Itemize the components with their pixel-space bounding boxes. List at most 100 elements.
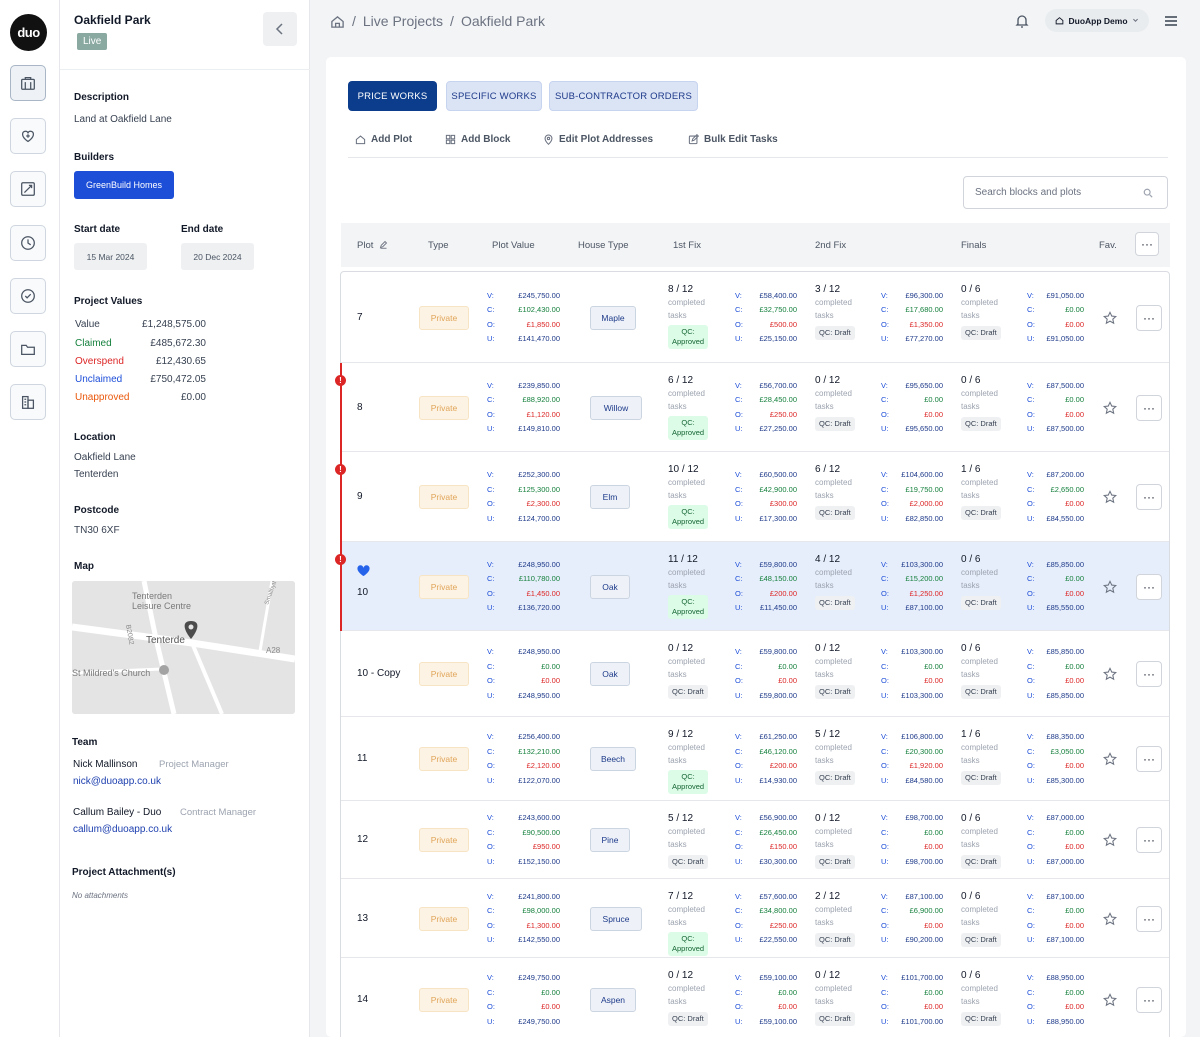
first-fix-finance: V: £58,400.00 C: £32,750.00 O: £500.00 U: £25,1… (735, 289, 797, 347)
plot-number[interactable]: 12 (357, 834, 369, 845)
bulk-edit-tasks-button[interactable]: Bulk Edit Tasks (688, 134, 778, 145)
table-row[interactable]: ! 9 Private V: £252,300.00 C: £125,300.00 O: £2,… (335, 452, 1169, 542)
finance-key: C: (735, 906, 743, 915)
finance-key: V: (487, 813, 494, 822)
tab-sub-contractor-orders[interactable]: SUB-CONTRACTOR ORDERS (549, 81, 698, 111)
stage-tasks-label: tasks (961, 997, 980, 1006)
house-type-badge[interactable]: Maple (590, 305, 636, 330)
house-type-badge[interactable]: Aspen (590, 988, 636, 1012)
finance-key: U: (1027, 935, 1035, 944)
row-more-button[interactable]: ··· (1136, 827, 1162, 853)
plot-number[interactable]: 9 (357, 491, 363, 502)
plot-number[interactable]: 14 (357, 994, 369, 1005)
home-icon[interactable] (330, 14, 345, 29)
star-icon[interactable] (1103, 579, 1117, 594)
finance-key: U: (735, 603, 743, 612)
add-block-button[interactable]: Add Block (445, 134, 510, 145)
table-row[interactable]: 11 Private V: £256,400.00 C: £132,210.00 O: £2,… (341, 717, 1169, 801)
house-type-badge[interactable]: Pine (590, 828, 630, 852)
stage-tasks-label: tasks (815, 918, 834, 927)
row-more-button[interactable]: ··· (1136, 987, 1162, 1013)
hamburger-menu-icon[interactable] (1164, 14, 1178, 28)
collapse-panel-button[interactable] (263, 12, 297, 46)
duo-logo[interactable]: duo (10, 14, 47, 51)
portfolio-icon[interactable] (10, 65, 46, 101)
header-more-button[interactable]: ··· (1135, 232, 1159, 256)
plot-number[interactable]: 11 (357, 753, 368, 764)
star-icon[interactable] (1103, 833, 1117, 847)
finance-u-amount: £82,850.00 (905, 513, 943, 523)
row-more-button[interactable]: ··· (1136, 304, 1162, 331)
plot-number[interactable]: 8 (357, 401, 363, 413)
house-type-badge[interactable]: Willow (590, 395, 642, 420)
table-row[interactable]: 13 Private V: £241,800.00 C: £98,000.00 O: £1,3… (341, 879, 1169, 958)
house-type-badge[interactable]: Elm (590, 485, 630, 509)
team-member-role: Contract Manager (180, 807, 257, 818)
star-icon[interactable] (1103, 667, 1117, 681)
finance-v-amount: £91,050.00 (1046, 290, 1084, 300)
stage-completed-label: completed (815, 568, 852, 577)
table-row[interactable]: 10 - Copy Private V: £248,950.00 C: £0.00 O: £0… (341, 631, 1169, 717)
star-icon[interactable] (1103, 490, 1117, 504)
check-circle-icon[interactable] (10, 278, 46, 314)
tab-price-works[interactable]: PRICE WORKS (348, 81, 437, 111)
star-icon[interactable] (1103, 752, 1117, 766)
table-row[interactable]: ! 10 Private V: £248,950.00 C: £110,780.00 O: £1… (335, 542, 1169, 631)
team-member-email[interactable]: nick@duoapp.co.uk (73, 776, 161, 787)
plot-number[interactable]: 10 (357, 586, 369, 598)
finance-key: V: (1027, 647, 1034, 656)
star-icon[interactable] (1103, 993, 1117, 1007)
star-icon[interactable] (1103, 310, 1117, 325)
edit-plot-addresses-button[interactable]: Edit Plot Addresses (543, 134, 653, 145)
stage-tasks-label: tasks (668, 997, 687, 1006)
add-plot-button[interactable]: Add Plot (355, 134, 412, 145)
house-type-badge[interactable]: Oak (590, 574, 630, 599)
buildings-icon[interactable] (10, 384, 46, 420)
house-type-badge[interactable]: Spruce (590, 906, 642, 931)
end-date-field[interactable]: 20 Dec 2024 (181, 243, 254, 270)
stage-count: 7 / 12 (668, 891, 694, 902)
start-date-field[interactable]: 15 Mar 2024 (74, 243, 147, 270)
breadcrumb-live-projects[interactable]: Live Projects (362, 13, 444, 29)
col-finals: Finals (961, 240, 987, 251)
house-type-badge[interactable]: Oak (590, 662, 630, 686)
row-more-button[interactable]: ··· (1136, 573, 1162, 600)
plot-number[interactable]: 13 (357, 912, 369, 924)
table-row[interactable]: ! 8 Private V: £239,850.00 C: £88,920.00 O: £1,1… (335, 363, 1169, 452)
row-more-button[interactable]: ··· (1136, 484, 1162, 510)
finance-key: C: (881, 574, 889, 583)
panel-divider (60, 69, 310, 70)
tab-specific-works[interactable]: SPECIFIC WORKS (446, 81, 542, 111)
finance-o-amount: £0.00 (1065, 588, 1084, 598)
row-more-button[interactable]: ··· (1136, 746, 1162, 772)
folder-icon[interactable] (10, 331, 46, 367)
builder-button[interactable]: GreenBuild Homes (74, 171, 174, 199)
star-icon[interactable] (1103, 400, 1117, 415)
table-row[interactable]: 7 Private V: £245,750.00 C: £102,430.00 O: £1,8… (341, 272, 1169, 363)
qc-draft-badge: QC: Draft (668, 685, 708, 699)
team-member-email[interactable]: callum@duoapp.co.uk (73, 824, 173, 835)
finance-key: U: (735, 1016, 743, 1026)
table-row[interactable]: 14 Private V: £249,750.00 C: £0.00 O: £0.00 U: £2… (341, 958, 1169, 1037)
qc-draft-badge: QC: Draft (668, 1012, 708, 1026)
finance-c-amount: £88,920.00 (522, 395, 560, 404)
bell-icon[interactable] (1014, 13, 1030, 29)
finance-key: O: (735, 676, 743, 685)
account-switcher[interactable]: DuoApp Demo (1045, 9, 1149, 32)
col-plot[interactable]: Plot (357, 240, 388, 251)
finance-key: O: (881, 1002, 889, 1011)
heart-plus-icon[interactable] (10, 118, 46, 154)
search-input[interactable]: Search blocks and plots (963, 176, 1168, 209)
plot-number[interactable]: 10 - Copy (357, 668, 401, 679)
finals-finance: V: £87,000.00 C: £0.00 O: £0.00 U: £87,000.00 (1027, 811, 1084, 869)
table-row[interactable]: 12 Private V: £243,600.00 C: £90,500.00 O: £950… (341, 801, 1169, 879)
row-more-button[interactable]: ··· (1136, 661, 1162, 687)
image-edit-icon[interactable] (10, 171, 46, 207)
clock-icon[interactable] (10, 225, 46, 261)
star-icon[interactable] (1103, 911, 1117, 926)
row-more-button[interactable]: ··· (1136, 905, 1162, 932)
house-type-badge[interactable]: Beech (590, 747, 636, 771)
row-more-button[interactable]: ··· (1136, 394, 1162, 421)
location-map[interactable]: Tenterden Leisure Centre Tenterde A28 B2… (72, 581, 295, 714)
plot-number[interactable]: 7 (357, 311, 363, 323)
